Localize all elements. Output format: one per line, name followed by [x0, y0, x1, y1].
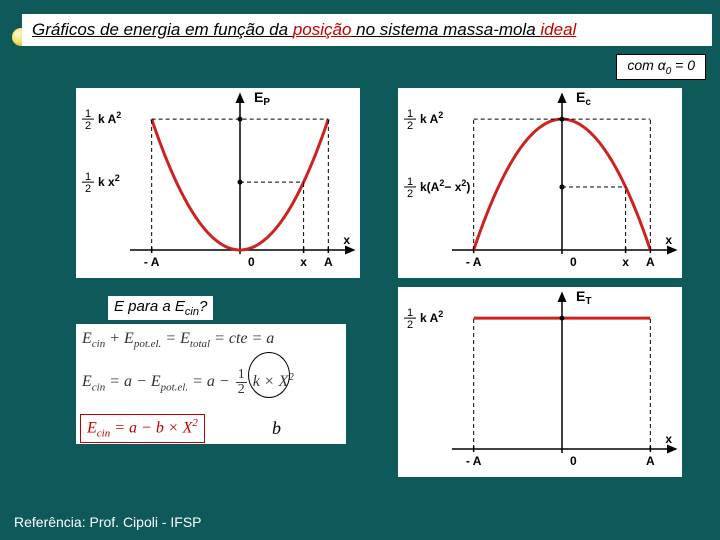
svg-text:k A2: k A2	[420, 110, 443, 126]
svg-text:x: x	[343, 233, 350, 247]
svg-text:2: 2	[407, 319, 413, 331]
svg-text:Ec: Ec	[576, 89, 591, 108]
title-key1: posição	[293, 20, 352, 39]
page-title: Gráficos de energia em função da posição…	[22, 14, 712, 46]
chart-ec: Ec- A0Axx12k A212k(A2− x2)	[398, 88, 682, 278]
tag-post: = 0	[671, 57, 695, 73]
svg-text:A: A	[324, 255, 333, 269]
alpha-tag: com α0 = 0	[616, 54, 706, 80]
svg-text:k A2: k A2	[98, 110, 121, 126]
svg-text:EP: EP	[254, 89, 270, 108]
svg-text:0: 0	[248, 255, 255, 269]
svg-text:1: 1	[407, 307, 413, 319]
svg-text:ET: ET	[576, 288, 591, 307]
svg-text:0: 0	[570, 255, 577, 269]
svg-text:- A: - A	[466, 454, 482, 468]
title-prefix: Gráficos de energia em função da	[32, 20, 293, 39]
svg-text:x: x	[622, 255, 629, 269]
svg-text:2: 2	[407, 188, 413, 200]
svg-text:0: 0	[570, 454, 577, 468]
svg-text:- A: - A	[144, 255, 160, 269]
svg-text:A: A	[646, 255, 655, 269]
svg-text:x: x	[300, 255, 307, 269]
reference-text: Referência: Prof. Cipoli - IFSP	[14, 514, 202, 530]
svg-text:k A2: k A2	[420, 309, 443, 325]
title-mid: no sistema massa-mola	[351, 20, 540, 39]
q-post: ?	[199, 298, 207, 315]
svg-text:1: 1	[407, 176, 413, 188]
svg-text:1: 1	[85, 171, 91, 183]
svg-text:2: 2	[85, 120, 91, 132]
svg-text:x: x	[665, 233, 672, 247]
oval-annotation	[248, 352, 290, 398]
question-text: E para a Ecin?	[108, 296, 213, 320]
svg-text:k(A2− x2): k(A2− x2)	[420, 178, 470, 194]
svg-text:1: 1	[85, 108, 91, 120]
chart-et: ET - A 0 Ax 12 k A2	[398, 287, 682, 477]
svg-text:x: x	[665, 432, 672, 446]
title-key2: ideal	[540, 20, 576, 39]
equations-block: Ecin + Epot.el. = Etotal = cte = a Ecin …	[76, 324, 346, 444]
b-label: b	[268, 418, 285, 439]
chart-ep: EP- A0Axx12k A212k x2	[76, 88, 360, 278]
eq-line1: Ecin + Epot.el. = Etotal = cte = a	[82, 330, 274, 350]
svg-text:2: 2	[85, 183, 91, 195]
eq-line3: Ecin = a − b × X2	[80, 414, 205, 443]
svg-text:1: 1	[407, 108, 413, 120]
svg-text:- A: - A	[466, 255, 482, 269]
q-pre: E para a E	[114, 298, 185, 315]
svg-text:2: 2	[407, 120, 413, 132]
tag-pre: com α	[627, 57, 665, 73]
svg-text:A: A	[646, 454, 655, 468]
svg-text:k x2: k x2	[98, 173, 120, 189]
q-sub: cin	[185, 306, 199, 318]
